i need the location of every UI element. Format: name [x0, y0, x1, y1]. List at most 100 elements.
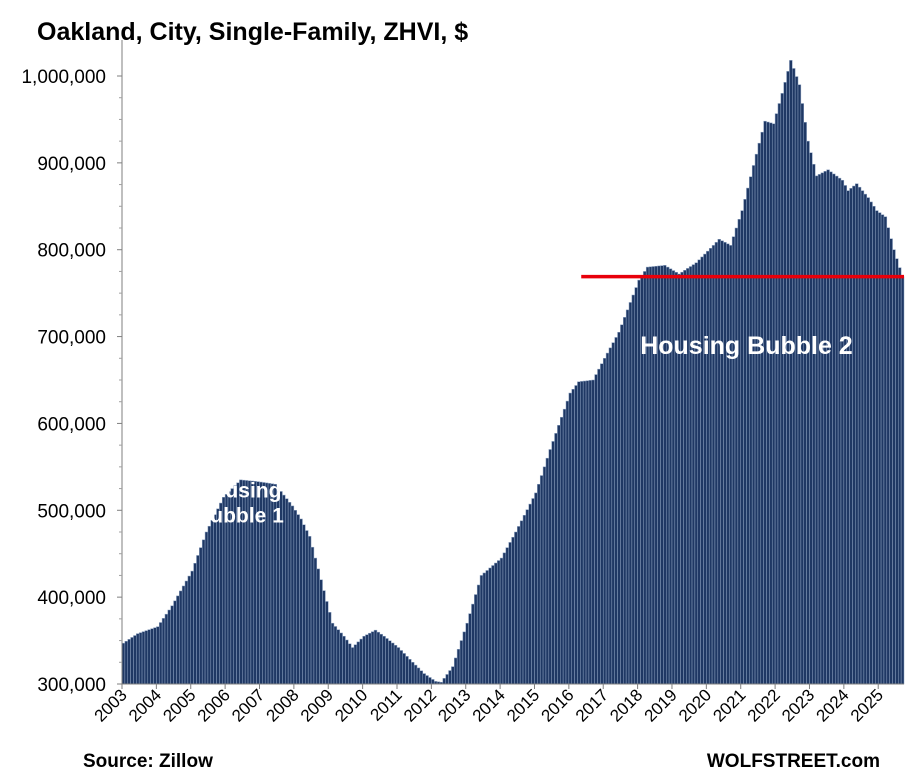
bar: [539, 475, 544, 685]
bar: [628, 302, 633, 685]
bar: [431, 679, 435, 685]
bar: [706, 250, 710, 685]
bar: [474, 594, 478, 685]
bar: [634, 287, 638, 685]
bar: [459, 640, 464, 685]
bar: [330, 622, 335, 685]
bar: [751, 165, 756, 685]
bar: [574, 385, 578, 685]
bar: [368, 632, 372, 685]
bar: [313, 557, 318, 685]
bar: [184, 580, 189, 685]
bar: [388, 640, 392, 685]
bar: [293, 510, 297, 685]
bar: [843, 185, 847, 685]
bar: [199, 547, 203, 685]
bar: [803, 122, 807, 685]
bar: [837, 177, 842, 685]
bar: [488, 567, 492, 685]
bar: [210, 520, 214, 685]
bar: [663, 265, 667, 685]
bar: [136, 633, 140, 685]
bar: [631, 294, 635, 685]
bar: [605, 352, 610, 685]
bar: [760, 131, 764, 685]
bar: [465, 622, 469, 685]
bar: [339, 632, 343, 685]
x-tick-label: 2009: [297, 685, 337, 725]
bar: [886, 227, 890, 685]
bar: [780, 93, 784, 685]
bar: [342, 635, 346, 685]
bar: [548, 449, 552, 685]
bar: [325, 601, 329, 685]
bar: [797, 84, 802, 685]
bar: [181, 585, 186, 685]
bar: [792, 68, 796, 685]
y-tick-label: 500,000: [37, 501, 106, 522]
bar: [164, 613, 169, 685]
bar: [883, 216, 888, 685]
bar: [161, 618, 166, 685]
bar: [542, 466, 547, 685]
bar: [600, 363, 604, 685]
x-tick-label: 2019: [641, 685, 681, 725]
bar: [187, 575, 191, 685]
bar: [190, 570, 194, 685]
bar: [382, 635, 386, 685]
bar: [900, 276, 905, 685]
bar: [666, 266, 670, 685]
bar: [502, 552, 507, 685]
bar: [766, 121, 770, 685]
bar: [774, 113, 779, 685]
bar: [499, 557, 504, 685]
bar: [133, 635, 137, 685]
bar: [528, 503, 532, 685]
bar: [577, 381, 581, 685]
bar: [855, 183, 859, 685]
bar: [829, 171, 833, 685]
bar: [769, 122, 773, 685]
bar: [456, 649, 461, 685]
bar: [508, 542, 512, 685]
bar: [416, 667, 421, 685]
bar: [617, 331, 621, 685]
bar: [448, 670, 452, 685]
bar: [895, 258, 899, 685]
bar: [877, 212, 882, 685]
x-tick-label: 2007: [228, 685, 268, 725]
bar: [651, 266, 656, 685]
bar: [130, 637, 134, 685]
bar: [726, 243, 730, 685]
x-tick-label: 2016: [538, 685, 578, 725]
annotation-line: Bubble 1: [195, 504, 284, 527]
bar: [167, 609, 171, 685]
x-tick-label: 2005: [159, 685, 199, 725]
bar: [869, 201, 873, 685]
bar: [777, 103, 782, 685]
bar: [179, 590, 183, 685]
source-label: Source: Zillow: [83, 751, 213, 772]
bar: [491, 565, 495, 685]
bar: [462, 631, 466, 685]
bar: [290, 505, 295, 685]
bar: [362, 635, 366, 685]
bar: [158, 622, 163, 685]
bar: [857, 186, 862, 685]
bar: [193, 563, 197, 685]
x-tick-label: 2010: [331, 685, 371, 725]
bar: [356, 641, 361, 685]
bar: [551, 441, 555, 685]
bar: [497, 560, 501, 685]
bar: [754, 153, 759, 685]
bar: [789, 60, 793, 685]
bar: [817, 174, 822, 685]
bar: [156, 626, 160, 685]
bar: [350, 647, 355, 685]
chart-title: Oakland, City, Single-Family, ZHVI, $: [37, 18, 468, 46]
bar: [740, 210, 744, 685]
annotation-2: Housing Bubble 2: [640, 332, 853, 360]
bar: [585, 380, 590, 685]
bar: [196, 555, 200, 685]
bar: [494, 562, 498, 685]
